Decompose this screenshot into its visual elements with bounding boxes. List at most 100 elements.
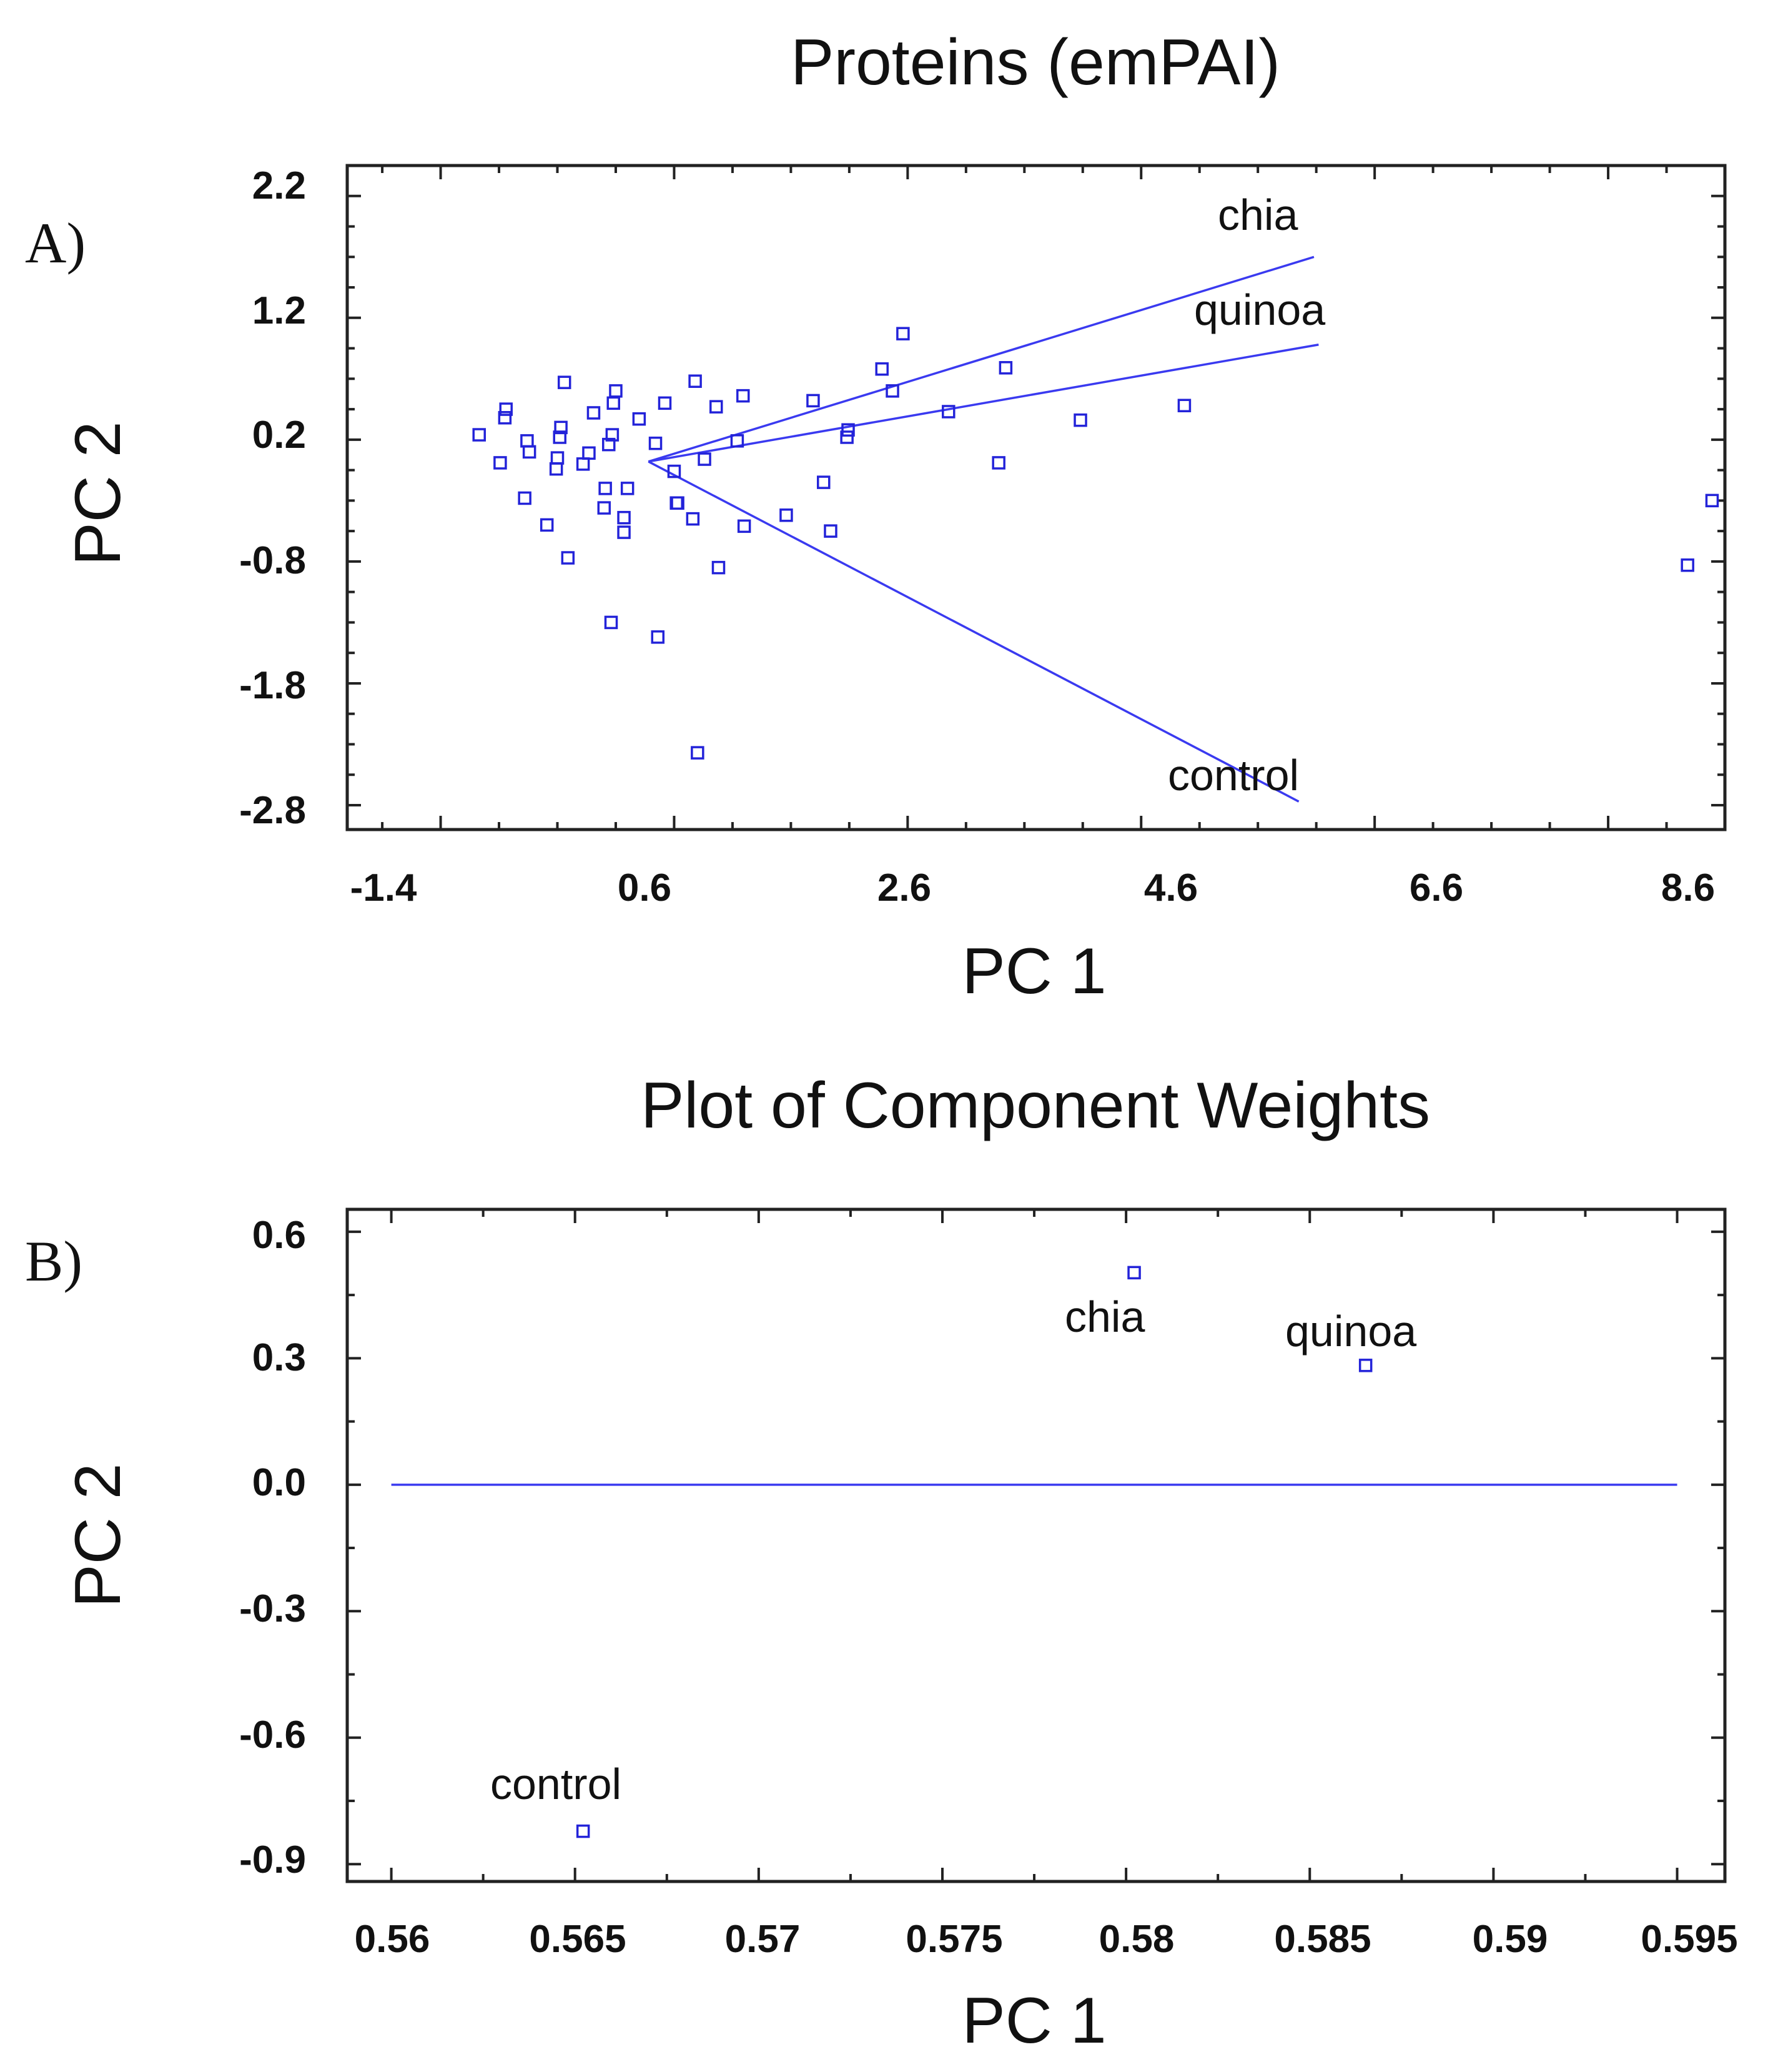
y-tick-label: -0.3: [239, 1587, 306, 1630]
panel-a-y-axis-title: PC 2: [62, 421, 134, 565]
data-point: [632, 412, 646, 426]
data-point: [942, 405, 956, 419]
data-point: [737, 519, 751, 533]
y-tick-label: -0.9: [239, 1838, 306, 1881]
y-tick-label: -0.8: [239, 539, 306, 582]
data-point: [493, 456, 507, 470]
data-point-quinoa: [1358, 1359, 1373, 1372]
data-point: [688, 374, 702, 388]
data-point: [557, 375, 571, 389]
data-point: [651, 630, 665, 644]
panel-b-y-tick-labels: 0.6 0.3 0.0 -0.3 -0.6 -0.9: [239, 1214, 306, 1881]
panel-b-x-tick-labels: 0.56 0.565 0.57 0.575 0.58 0.585 0.59 0.…: [355, 1918, 1738, 1961]
data-point: [550, 451, 565, 465]
data-point: [709, 400, 723, 414]
panel-a-vectors: [648, 255, 1319, 803]
data-point: [671, 496, 684, 510]
panel-a-y-tick-labels: 2.2 1.2 0.2 -0.8 -1.8 -2.8: [239, 164, 306, 832]
x-tick-label: 0.565: [529, 1918, 626, 1961]
x-tick-label: 2.6: [877, 866, 931, 910]
panel-a-tick-marks: [347, 164, 1726, 830]
data-point: [617, 510, 631, 525]
data-point: [886, 384, 899, 398]
data-point: [582, 446, 596, 460]
x-tick-label: 0.585: [1274, 1918, 1371, 1961]
data-point: [736, 389, 750, 403]
data-point: [576, 457, 590, 471]
y-tick-label: 0.2: [252, 414, 306, 457]
data-point: [648, 436, 663, 450]
data-point: [553, 430, 566, 444]
panel-a-x-axis-title: PC 1: [962, 935, 1106, 1008]
data-point: [1705, 493, 1719, 508]
panel-a: Proteins (emPAI) A) 2.2 1.2 0.2 -0.8 -1.…: [25, 26, 1727, 1008]
panel-a-x-tick-labels: -1.4 0.6 2.6 4.6 6.6 8.6: [350, 866, 1716, 910]
panel-b-y-axis-title: PC 2: [62, 1463, 134, 1607]
data-point: [779, 508, 793, 522]
x-tick-label: 0.575: [906, 1918, 1002, 1961]
data-point: [605, 428, 620, 442]
y-tick-label: 0.6: [252, 1214, 306, 1257]
data-point: [896, 327, 910, 340]
panel-a-plot-frame: [345, 164, 1727, 831]
data-point: [841, 423, 855, 437]
data-point: [604, 615, 618, 630]
data-point: [617, 525, 631, 539]
x-tick-label: 8.6: [1661, 866, 1715, 910]
data-point: [520, 434, 534, 448]
x-tick-label: 0.595: [1641, 1918, 1737, 1961]
x-tick-label: 0.58: [1099, 1918, 1175, 1961]
data-point: [1074, 413, 1087, 427]
x-tick-label: 0.56: [355, 1918, 430, 1961]
vector-label-chia: chia: [1218, 191, 1298, 239]
data-point: [730, 434, 744, 448]
data-point: [620, 482, 635, 495]
panel-b-x-axis-title: PC 1: [962, 1985, 1106, 2057]
data-point: [999, 361, 1013, 375]
panel-a-points: [472, 327, 1719, 760]
vector-label-quinoa: quinoa: [1194, 285, 1325, 334]
data-point: [817, 475, 831, 489]
data-point: [522, 445, 536, 459]
data-point-chia: [1127, 1266, 1141, 1280]
vector-label-control: control: [1168, 751, 1299, 800]
panel-a-label: A): [25, 211, 86, 275]
panel-b-title: Plot of Component Weights: [641, 1069, 1430, 1142]
data-point: [1681, 558, 1694, 572]
panel-b-plot-frame: [345, 1207, 1727, 1883]
panel-a-title: Proteins (emPAI): [791, 26, 1280, 99]
y-tick-label: -2.8: [239, 789, 306, 832]
point-label-chia: chia: [1065, 1292, 1145, 1341]
data-point: [609, 384, 623, 398]
data-point: [518, 491, 531, 505]
data-point: [667, 464, 681, 478]
data-point: [498, 410, 512, 425]
data-point: [711, 560, 726, 575]
data-point: [824, 524, 837, 538]
data-point: [586, 406, 601, 420]
data-point: [606, 396, 620, 410]
vector-line-control: [648, 460, 1300, 803]
data-point: [472, 428, 486, 442]
panel-b-points: [576, 1266, 1373, 1838]
data-point: [686, 512, 700, 526]
y-tick-label: -1.8: [239, 664, 306, 707]
panel-b-label: B): [25, 1229, 82, 1293]
vector-line-quinoa: [648, 343, 1319, 463]
data-point: [691, 746, 704, 760]
data-point: [840, 430, 854, 444]
data-point: [875, 362, 889, 376]
data-point: [598, 482, 612, 495]
x-tick-label: -1.4: [350, 866, 417, 910]
data-point: [992, 456, 1005, 470]
x-tick-label: 4.6: [1144, 866, 1198, 910]
data-point: [540, 518, 554, 532]
data-point: [1177, 399, 1192, 412]
vector-line-chia: [648, 255, 1315, 463]
data-point: [499, 402, 513, 416]
x-tick-label: 0.6: [618, 866, 671, 910]
data-point: [806, 394, 820, 408]
data-point: [658, 396, 672, 410]
y-tick-label: 0.3: [252, 1336, 306, 1379]
